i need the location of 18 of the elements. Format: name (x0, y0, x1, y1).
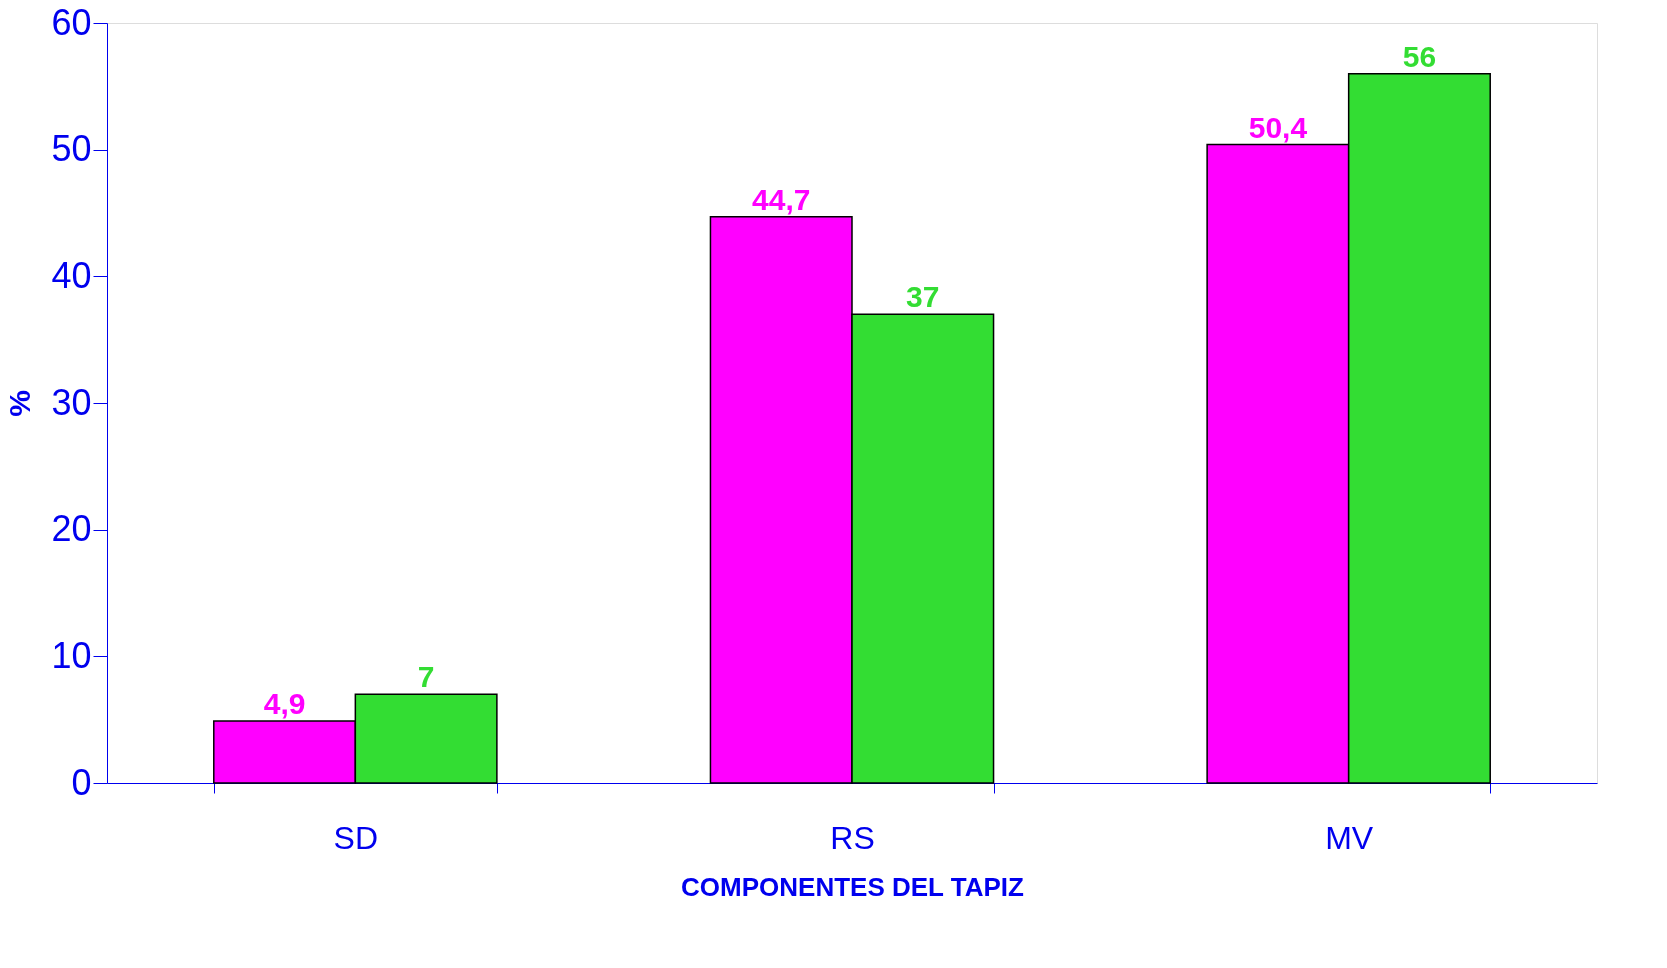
x-axis-title: COMPONENTES DEL TAPIZ (681, 871, 1025, 902)
data-label: 7 (417, 660, 435, 694)
data-label: 44,7 (752, 182, 811, 216)
y-tick-label: 0 (71, 761, 92, 803)
x-tick-label: MV (1325, 819, 1374, 856)
y-tick-label: 50 (51, 128, 92, 170)
data-label: 37 (906, 280, 940, 314)
y-tick-label: 30 (51, 381, 92, 423)
data-label: 4,9 (263, 686, 306, 720)
data-label: 50,4 (1248, 110, 1308, 144)
y-tick-label: 40 (51, 254, 92, 296)
y-axis-title: % (3, 390, 37, 417)
y-tick-label: 60 (51, 1, 92, 43)
y-tick-label: 10 (51, 634, 92, 676)
x-tick-label: RS (830, 819, 875, 856)
data-label: 56 (1402, 39, 1437, 73)
y-tick-label: 20 (51, 508, 92, 550)
x-tick-label: SD (333, 819, 379, 856)
